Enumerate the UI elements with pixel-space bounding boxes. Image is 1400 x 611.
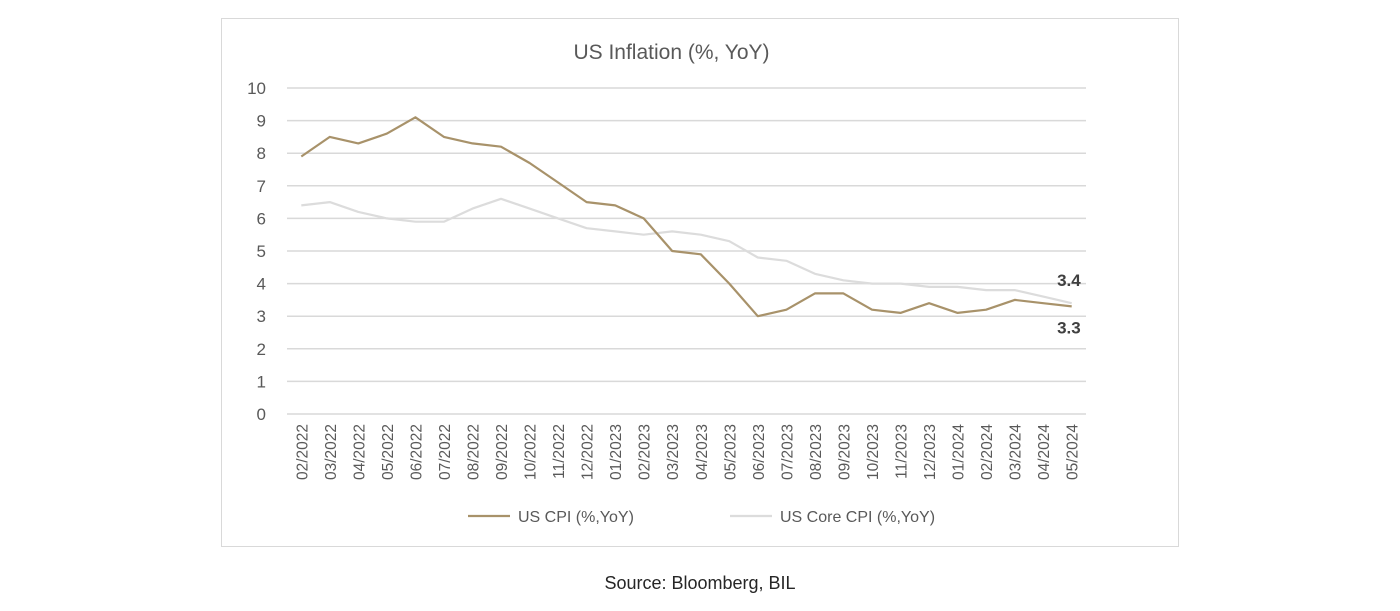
y-tick-label: 1 — [257, 372, 266, 391]
x-tick-label: 07/2022 — [437, 424, 454, 480]
y-tick-label: 2 — [257, 340, 266, 359]
y-tick-label: 5 — [257, 242, 266, 261]
y-tick-label: 4 — [257, 275, 266, 294]
x-tick-label: 04/2022 — [351, 424, 368, 480]
x-tick-label: 12/2023 — [922, 424, 939, 480]
data-label: 3.4 — [1057, 271, 1081, 290]
line-chart: US Inflation (%, YoY) 0 1 2 3 4 5 6 7 8 9 10 02/2022… — [247, 41, 1086, 526]
legend-label: US Core CPI (%,YoY) — [780, 509, 935, 526]
y-tick-label: 7 — [257, 177, 266, 196]
x-tick-label: 10/2023 — [865, 424, 882, 480]
x-tick-label: 03/2024 — [1008, 424, 1025, 480]
x-tick-label: 11/2022 — [551, 424, 568, 479]
x-tick-label: 09/2022 — [494, 424, 511, 480]
x-tick-label: 02/2024 — [979, 424, 996, 480]
x-tick-label: 05/2022 — [380, 424, 397, 480]
data-label: 3.3 — [1057, 318, 1081, 337]
y-tick-label: 3 — [257, 307, 266, 326]
chart-title: US Inflation (%, YoY) — [573, 41, 769, 64]
x-tick-label: 11/2023 — [894, 424, 911, 479]
x-tick-label: 02/2022 — [294, 424, 311, 480]
x-tick-label: 08/2023 — [808, 424, 825, 480]
y-tick-label: 6 — [257, 209, 266, 228]
x-tick-label: 12/2022 — [580, 424, 597, 480]
x-tick-label: 04/2024 — [1036, 424, 1053, 480]
y-tick-label: 10 — [247, 79, 266, 98]
x-tick-label: 01/2023 — [608, 424, 625, 480]
x-tick-label: 01/2024 — [951, 424, 968, 480]
y-tick-label: 9 — [257, 112, 266, 131]
x-tick-label: 06/2023 — [751, 424, 768, 480]
y-tick-label: 8 — [257, 144, 266, 163]
x-tick-label: 06/2022 — [408, 424, 425, 480]
series-line-us-cpi — [300, 116, 1072, 318]
x-tick-label: 03/2022 — [323, 424, 340, 480]
x-tick-label: 07/2023 — [779, 424, 796, 480]
x-tick-label: 04/2023 — [694, 424, 711, 480]
x-tick-label: 08/2022 — [465, 424, 482, 480]
x-tick-label: 09/2023 — [836, 424, 853, 480]
chart-frame: US Inflation (%, YoY) 0 1 2 3 4 5 6 7 8 9 10 02/2022… — [221, 18, 1179, 547]
series-line-us-core-cpi — [301, 197, 1072, 305]
y-tick-label: 0 — [257, 405, 266, 424]
source-note: Source: Bloomberg, BIL — [604, 573, 796, 593]
legend-label: US CPI (%,YoY) — [518, 509, 634, 526]
x-tick-label: 02/2023 — [637, 424, 654, 480]
x-tick-label: 05/2024 — [1065, 424, 1082, 480]
x-tick-label: 10/2022 — [523, 424, 540, 480]
x-tick-label: 05/2023 — [722, 424, 739, 480]
x-tick-label: 03/2023 — [665, 424, 682, 480]
